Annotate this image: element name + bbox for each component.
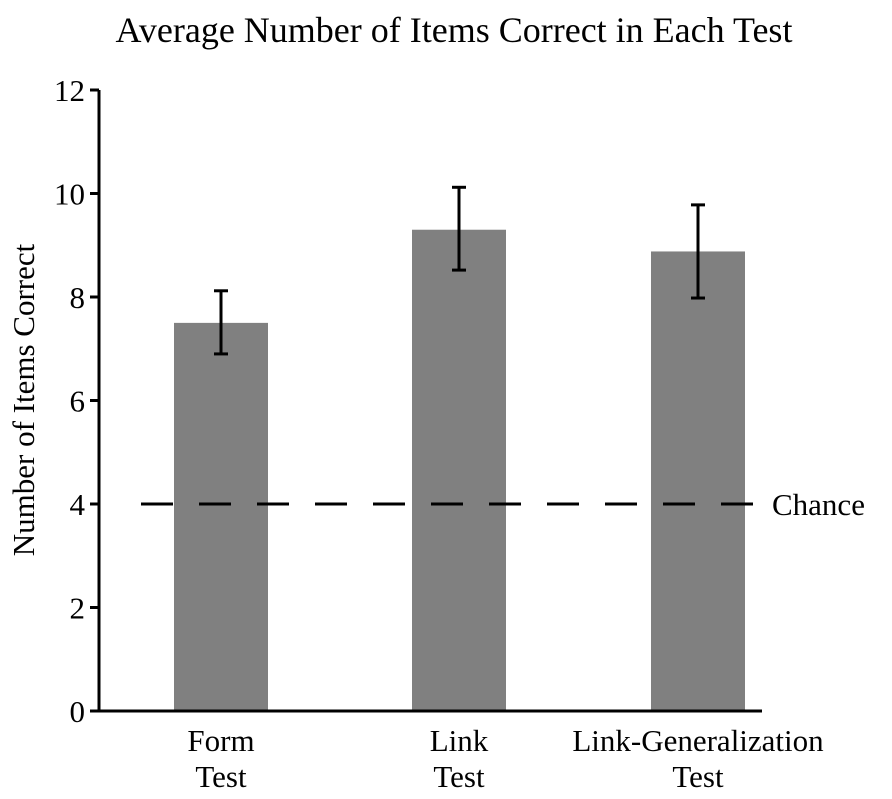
- y-tick-label: 8: [70, 280, 86, 315]
- y-tick-label: 12: [54, 73, 85, 108]
- x-category-label: Test: [433, 759, 485, 794]
- y-tick-label: 4: [70, 487, 86, 522]
- x-category-label: Link-Generalization: [572, 723, 824, 758]
- chance-label: Chance: [772, 487, 865, 522]
- x-category-label: Test: [195, 759, 247, 794]
- x-category-label: Link: [430, 723, 489, 758]
- y-axis-label: Number of Items Correct: [6, 243, 41, 556]
- y-tick-label: 2: [70, 591, 86, 626]
- x-category-label: Test: [672, 759, 724, 794]
- y-tick-label: 0: [70, 694, 86, 729]
- x-category-label: Form: [187, 723, 254, 758]
- plot-area: Chance024681012FormTestLinkTestLink-Gene…: [54, 73, 865, 794]
- bar: [174, 322, 268, 711]
- chart-title: Average Number of Items Correct in Each …: [116, 10, 793, 50]
- y-tick-label: 6: [70, 384, 86, 419]
- bar: [651, 251, 745, 711]
- y-tick-label: 10: [54, 177, 85, 212]
- bar: [412, 229, 506, 711]
